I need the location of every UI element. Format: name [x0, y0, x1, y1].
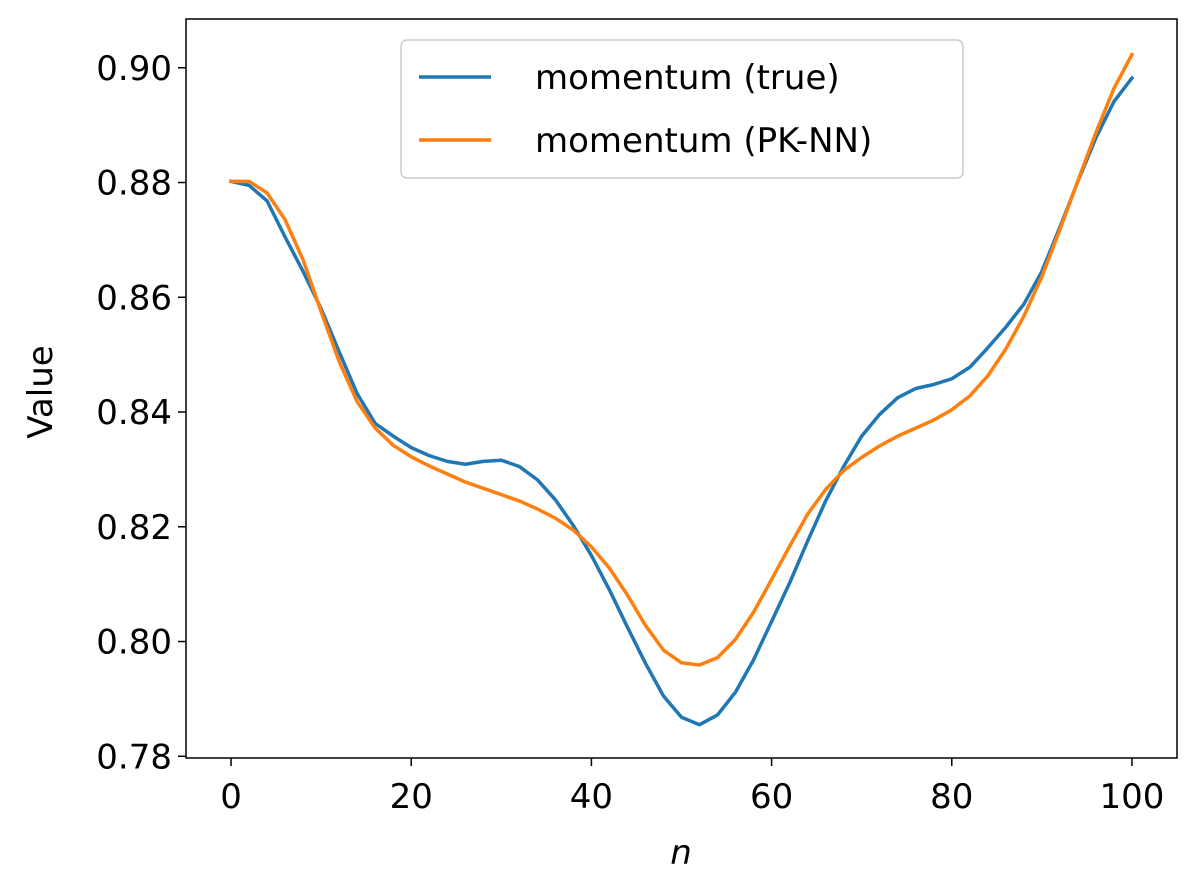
y-tick-label: 0.78 — [96, 737, 172, 777]
y-tick-label: 0.84 — [96, 393, 172, 433]
legend: momentum (true) momentum (PK-NN) — [400, 39, 964, 179]
x-tick-label: 100 — [1100, 777, 1165, 817]
y-tick-label: 0.82 — [96, 508, 172, 548]
y-tick-label: 0.90 — [96, 49, 172, 89]
y-tick-label: 0.86 — [96, 278, 172, 318]
plot-area — [228, 52, 1135, 727]
series-line-0 — [228, 75, 1135, 727]
legend-frame — [400, 39, 964, 179]
x-tick-label: 40 — [570, 777, 613, 817]
series-line-1 — [229, 52, 1135, 667]
y-tick-label: 0.88 — [96, 164, 172, 204]
y-axis-label: Value — [21, 345, 61, 438]
x-tick-label: 0 — [220, 777, 242, 817]
axes-frame — [185, 18, 1178, 759]
axes: 0 20 40 60 80 100 0.78 0.80 0.82 0.84 0.86 0.88 0.90 — [96, 18, 1178, 817]
x-tick-label: 80 — [930, 777, 973, 817]
x-tick-label: 60 — [750, 777, 793, 817]
y-tick-label: 0.80 — [96, 623, 172, 663]
x-tick-label: 20 — [390, 777, 433, 817]
legend-label-pknn: momentum (PK-NN) — [535, 121, 872, 161]
legend-label-true: momentum (true) — [535, 58, 840, 98]
x-axis-label: n — [670, 833, 692, 873]
